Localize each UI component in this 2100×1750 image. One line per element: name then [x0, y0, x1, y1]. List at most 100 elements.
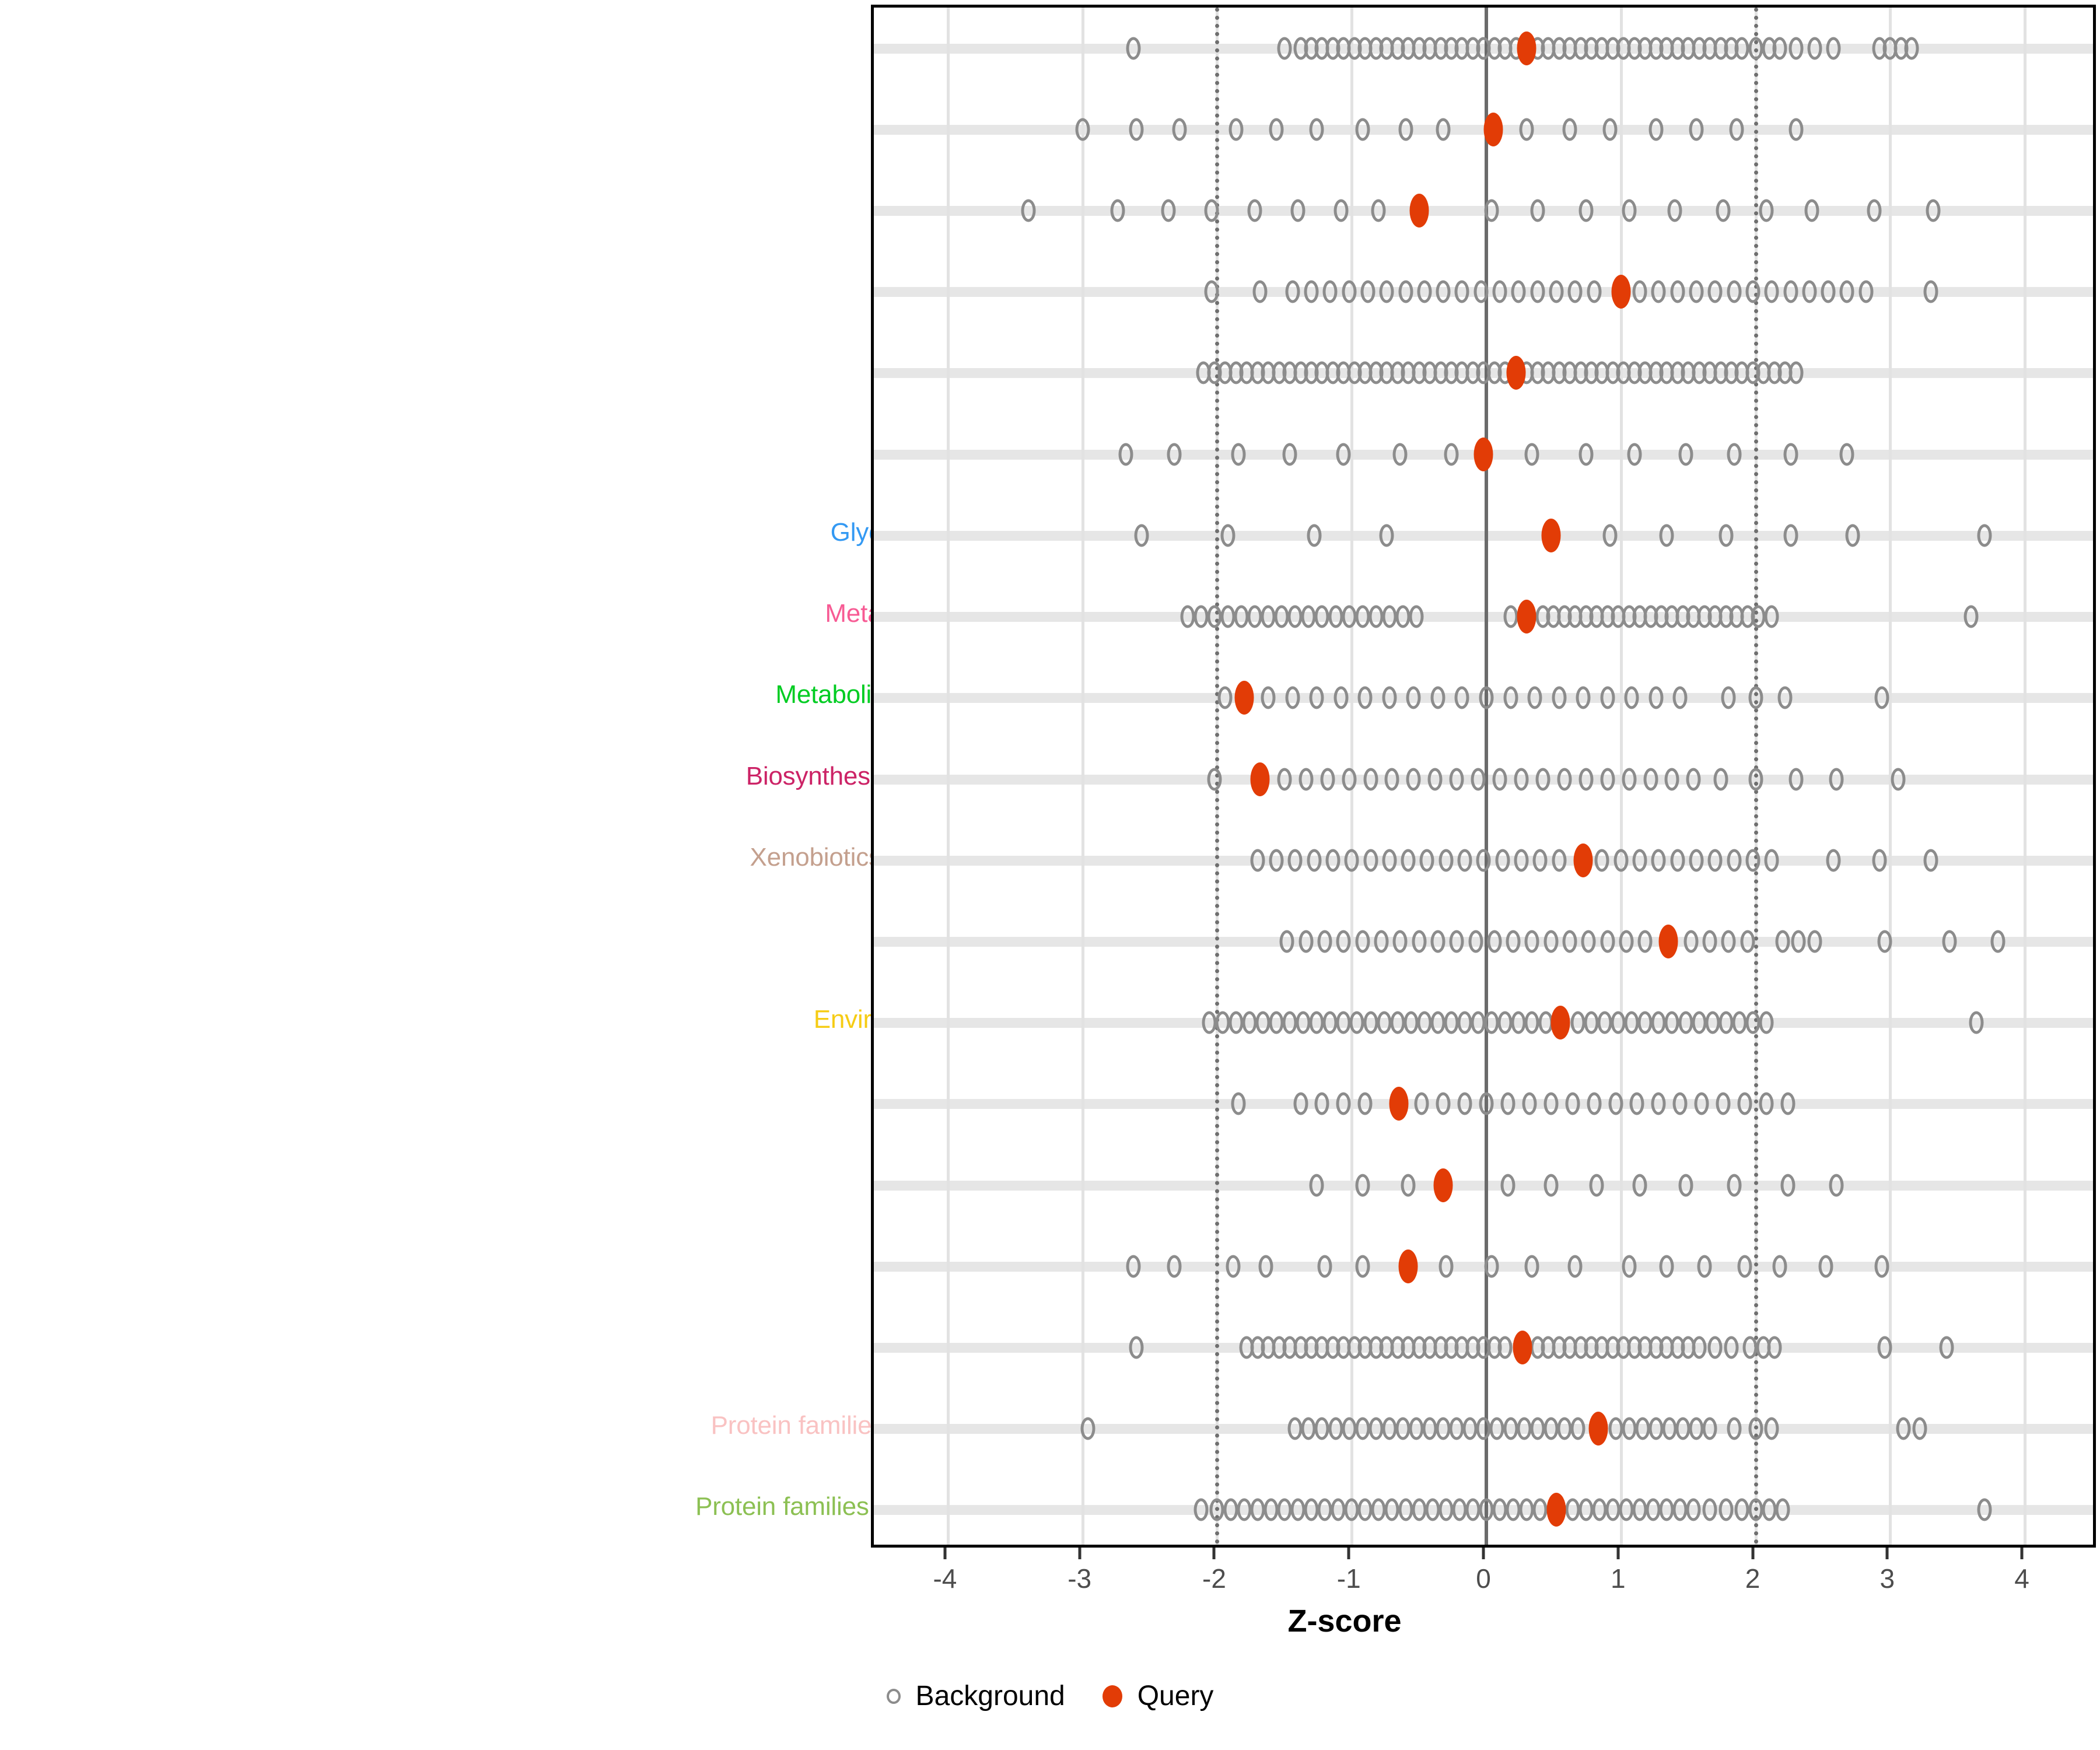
background-point	[1398, 1498, 1413, 1521]
background-point	[1261, 605, 1276, 628]
background-point	[1342, 768, 1357, 790]
background-point	[1457, 849, 1472, 872]
background-point	[1742, 1336, 1758, 1359]
background-point	[1497, 1011, 1513, 1034]
background-point	[1325, 849, 1340, 872]
background-point	[1454, 280, 1469, 303]
background-point	[1804, 199, 1819, 222]
background-point	[1287, 1417, 1303, 1440]
x-axis-tick	[1616, 1548, 1620, 1559]
background-point	[1134, 524, 1149, 547]
background-point	[1672, 1498, 1688, 1521]
background-point	[1614, 849, 1629, 872]
background-point	[1721, 930, 1736, 953]
background-point	[1964, 605, 1979, 628]
background-point	[1727, 443, 1742, 466]
background-point	[1357, 686, 1373, 709]
background-point	[1788, 768, 1804, 790]
background-point	[1476, 849, 1491, 872]
background-point	[1527, 686, 1542, 709]
background-point	[1301, 1417, 1316, 1440]
background-point	[1484, 199, 1499, 222]
background-point	[1287, 849, 1303, 872]
background-point	[1524, 443, 1539, 466]
background-point	[1602, 524, 1618, 547]
plot-panel	[871, 5, 2096, 1548]
background-point	[1597, 1011, 1612, 1034]
background-point	[1406, 686, 1421, 709]
query-point	[1506, 356, 1526, 390]
background-point	[1511, 1011, 1526, 1034]
background-point	[1342, 605, 1357, 628]
background-point	[1489, 1417, 1504, 1440]
background-point	[1829, 768, 1844, 790]
category-row-band	[874, 936, 2093, 947]
background-point	[1379, 524, 1394, 547]
x-axis-tick-label: 3	[1880, 1563, 1895, 1594]
background-point	[1581, 930, 1596, 953]
background-point	[1686, 768, 1701, 790]
background-point	[1438, 849, 1454, 872]
background-point	[1611, 1011, 1626, 1034]
background-point	[1304, 280, 1319, 303]
background-point	[1689, 280, 1704, 303]
background-point	[1180, 605, 1195, 628]
background-point	[1344, 1498, 1359, 1521]
background-point	[1821, 280, 1836, 303]
background-point	[1223, 1498, 1238, 1521]
background-point	[1228, 1011, 1244, 1034]
background-point	[1161, 199, 1176, 222]
background-point	[1309, 686, 1324, 709]
background-point	[1942, 930, 1957, 953]
x-axis-tick	[2020, 1548, 2024, 1559]
query-point	[1573, 843, 1593, 877]
background-point	[1651, 849, 1666, 872]
background-point	[1716, 199, 1731, 222]
background-point	[1544, 1174, 1559, 1197]
background-point	[1772, 37, 1787, 60]
background-point	[1349, 1011, 1364, 1034]
background-point	[1514, 768, 1529, 790]
background-point	[1344, 849, 1359, 872]
background-point	[1748, 1417, 1763, 1440]
background-point	[1392, 930, 1408, 953]
background-point	[1436, 280, 1451, 303]
background-point	[1436, 1417, 1451, 1440]
x-axis-tick	[1885, 1548, 1889, 1559]
background-point	[1231, 1092, 1246, 1115]
background-point	[1923, 849, 1938, 872]
background-point	[1702, 930, 1717, 953]
category-row-band	[874, 206, 2093, 216]
query-point	[1550, 1006, 1570, 1040]
background-point	[1877, 1336, 1892, 1359]
background-point	[1444, 1011, 1459, 1034]
query-point	[1513, 1330, 1532, 1364]
background-point	[1457, 1092, 1472, 1115]
background-point	[1255, 1011, 1270, 1034]
background-point	[1395, 1417, 1410, 1440]
background-point	[1632, 1174, 1647, 1197]
background-point	[1578, 1498, 1594, 1521]
query-point	[1250, 762, 1270, 796]
background-point	[1444, 443, 1459, 466]
background-point	[1867, 199, 1882, 222]
background-point	[1977, 1498, 1992, 1521]
background-point	[1503, 686, 1518, 709]
background-point	[1247, 199, 1262, 222]
background-point	[1419, 849, 1434, 872]
background-point	[1436, 118, 1451, 141]
background-point	[1578, 443, 1594, 466]
background-point	[1904, 37, 1919, 60]
background-point	[1775, 930, 1790, 953]
background-point	[1659, 1255, 1674, 1278]
background-point	[1678, 443, 1693, 466]
background-point	[1622, 1417, 1637, 1440]
background-point	[1584, 1011, 1599, 1034]
background-point	[1282, 1011, 1297, 1034]
background-point	[1877, 930, 1892, 953]
background-point	[1664, 768, 1679, 790]
query-point	[1517, 31, 1536, 65]
background-point	[1788, 37, 1804, 60]
background-point	[1570, 1417, 1586, 1440]
background-point	[1398, 118, 1413, 141]
